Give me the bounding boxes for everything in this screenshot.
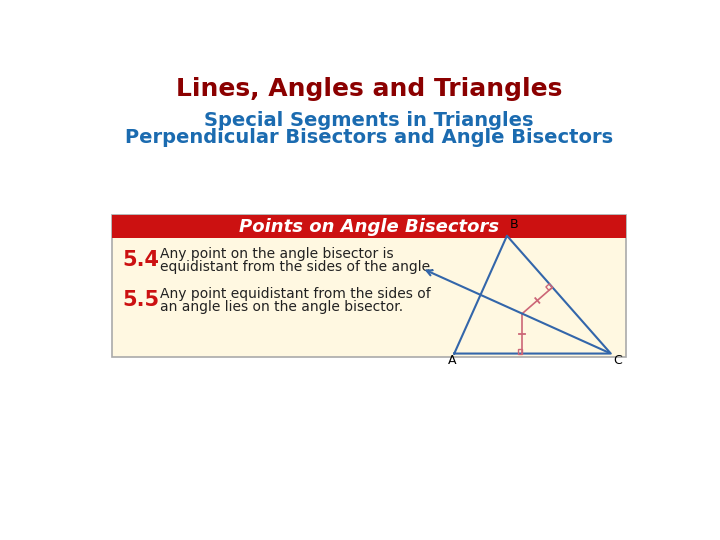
Text: Lines, Angles and Triangles: Lines, Angles and Triangles: [176, 77, 562, 102]
Text: Perpendicular Bisectors and Angle Bisectors: Perpendicular Bisectors and Angle Bisect…: [125, 129, 613, 147]
Text: an angle lies on the angle bisector.: an angle lies on the angle bisector.: [160, 300, 403, 314]
Text: 5.5: 5.5: [122, 289, 160, 309]
Text: A: A: [448, 354, 456, 367]
Text: equidistant from the sides of the angle.: equidistant from the sides of the angle.: [160, 260, 434, 274]
Text: C: C: [613, 354, 622, 367]
Text: 5.4: 5.4: [122, 249, 160, 269]
Text: Special Segments in Triangles: Special Segments in Triangles: [204, 111, 534, 130]
Text: Points on Angle Bisectors: Points on Angle Bisectors: [239, 218, 499, 235]
Bar: [112, 215, 626, 238]
Text: Any point on the angle bisector is: Any point on the angle bisector is: [160, 247, 393, 261]
Bar: [112, 215, 626, 357]
Text: Any point equidistant from the sides of: Any point equidistant from the sides of: [160, 287, 431, 301]
Text: B: B: [509, 218, 518, 231]
